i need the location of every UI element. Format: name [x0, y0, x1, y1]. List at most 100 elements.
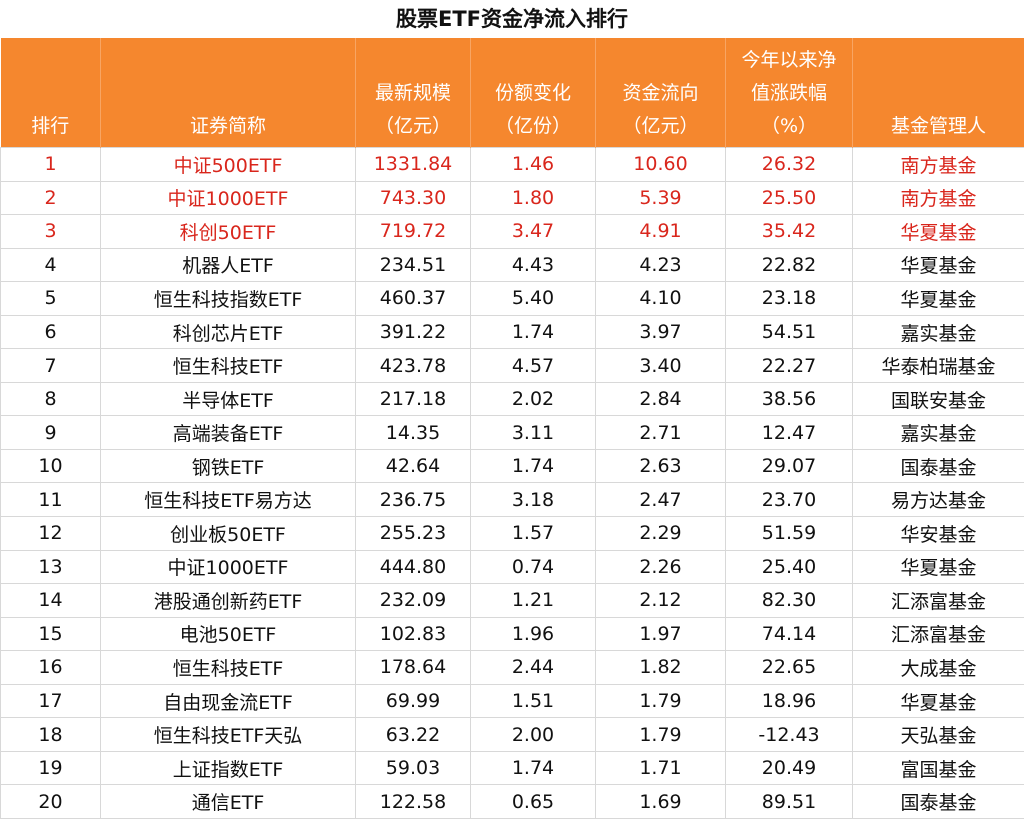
- table-cell: 恒生科技ETF易方达: [101, 483, 356, 517]
- table-cell: 大成基金: [853, 651, 1024, 685]
- header-text: （%）: [726, 110, 852, 143]
- table-cell: 1.21: [471, 584, 596, 618]
- table-cell: 2.63: [596, 449, 726, 483]
- table-cell: 3.40: [596, 349, 726, 383]
- table-cell: 69.99: [356, 684, 471, 718]
- table-cell: -12.43: [726, 718, 853, 752]
- header-cell: 排行: [1, 38, 101, 148]
- table-cell: 2.44: [471, 651, 596, 685]
- header-text: 基金管理人: [853, 110, 1024, 143]
- table-cell: 富国基金: [853, 751, 1024, 785]
- table-cell: 自由现金流ETF: [101, 684, 356, 718]
- table-cell: 1.71: [596, 751, 726, 785]
- table-cell: 2.47: [596, 483, 726, 517]
- table-cell: 恒生科技ETF: [101, 349, 356, 383]
- table-cell: 4.91: [596, 215, 726, 249]
- table-cell: 4.23: [596, 248, 726, 282]
- table-cell: 天弘基金: [853, 718, 1024, 752]
- header-cell: 份额变化（亿份）: [471, 38, 596, 148]
- table-cell: 1.69: [596, 785, 726, 819]
- header-row: 排行证券简称最新规模（亿元）份额变化（亿份）资金流向（亿元）今年以来净值涨跌幅（…: [1, 38, 1024, 148]
- table-cell: 0.74: [471, 550, 596, 584]
- table-cell: 19: [1, 751, 101, 785]
- table-cell: 创业板50ETF: [101, 517, 356, 551]
- table-cell: 7: [1, 349, 101, 383]
- table-cell: 25.40: [726, 550, 853, 584]
- table-cell: 255.23: [356, 517, 471, 551]
- table-cell: 4.10: [596, 282, 726, 316]
- table-cell: 3.18: [471, 483, 596, 517]
- table-cell: 南方基金: [853, 148, 1024, 182]
- table-cell: 18: [1, 718, 101, 752]
- table-cell: 5.39: [596, 181, 726, 215]
- table-cell: 16: [1, 651, 101, 685]
- table-cell: 华夏基金: [853, 248, 1024, 282]
- header-text: 份额变化: [471, 77, 595, 110]
- table-cell: 6: [1, 315, 101, 349]
- table-cell: 汇添富基金: [853, 584, 1024, 618]
- table-cell: 460.37: [356, 282, 471, 316]
- table-cell: 国泰基金: [853, 785, 1024, 819]
- table-cell: 22.82: [726, 248, 853, 282]
- table-cell: 89.51: [726, 785, 853, 819]
- table-cell: 通信ETF: [101, 785, 356, 819]
- header-text: 排行: [1, 110, 101, 143]
- table-title: 股票ETF资金净流入排行: [0, 0, 1024, 38]
- table-cell: 汇添富基金: [853, 617, 1024, 651]
- table-cell: 743.30: [356, 181, 471, 215]
- table-cell: 20.49: [726, 751, 853, 785]
- header-text: 资金流向: [596, 77, 725, 110]
- table-cell: 半导体ETF: [101, 382, 356, 416]
- header-text: 值涨跌幅: [726, 77, 852, 110]
- table-cell: 25.50: [726, 181, 853, 215]
- table-cell: 12: [1, 517, 101, 551]
- table-cell: 港股通创新药ETF: [101, 584, 356, 618]
- table-cell: 1.74: [471, 751, 596, 785]
- table-cell: 9: [1, 416, 101, 450]
- table-cell: 122.58: [356, 785, 471, 819]
- table-cell: 5.40: [471, 282, 596, 316]
- table-cell: 4: [1, 248, 101, 282]
- table-cell: 1331.84: [356, 148, 471, 182]
- table-cell: 26.32: [726, 148, 853, 182]
- table-cell: 3.11: [471, 416, 596, 450]
- table-cell: 科创50ETF: [101, 215, 356, 249]
- table-cell: 2: [1, 181, 101, 215]
- table-cell: 14.35: [356, 416, 471, 450]
- table-cell: 23.18: [726, 282, 853, 316]
- table-cell: 3.47: [471, 215, 596, 249]
- table-cell: 54.51: [726, 315, 853, 349]
- table-cell: 444.80: [356, 550, 471, 584]
- table-cell: 2.26: [596, 550, 726, 584]
- table-cell: 上证指数ETF: [101, 751, 356, 785]
- table-cell: 华夏基金: [853, 550, 1024, 584]
- table-cell: 38.56: [726, 382, 853, 416]
- table-cell: 2.00: [471, 718, 596, 752]
- table-cell: 5: [1, 282, 101, 316]
- table-cell: 2.29: [596, 517, 726, 551]
- table-cell: 232.09: [356, 584, 471, 618]
- table-cell: 国联安基金: [853, 382, 1024, 416]
- table-cell: 1.74: [471, 449, 596, 483]
- header-cell: 资金流向（亿元）: [596, 38, 726, 148]
- table-cell: 恒生科技ETF: [101, 651, 356, 685]
- header-text: 今年以来净: [726, 44, 852, 77]
- table-cell: 华夏基金: [853, 215, 1024, 249]
- table-cell: 1.80: [471, 181, 596, 215]
- table-cell: 42.64: [356, 449, 471, 483]
- table-cell: 易方达基金: [853, 483, 1024, 517]
- table-cell: 中证500ETF: [101, 148, 356, 182]
- table-cell: 74.14: [726, 617, 853, 651]
- table-cell: 南方基金: [853, 181, 1024, 215]
